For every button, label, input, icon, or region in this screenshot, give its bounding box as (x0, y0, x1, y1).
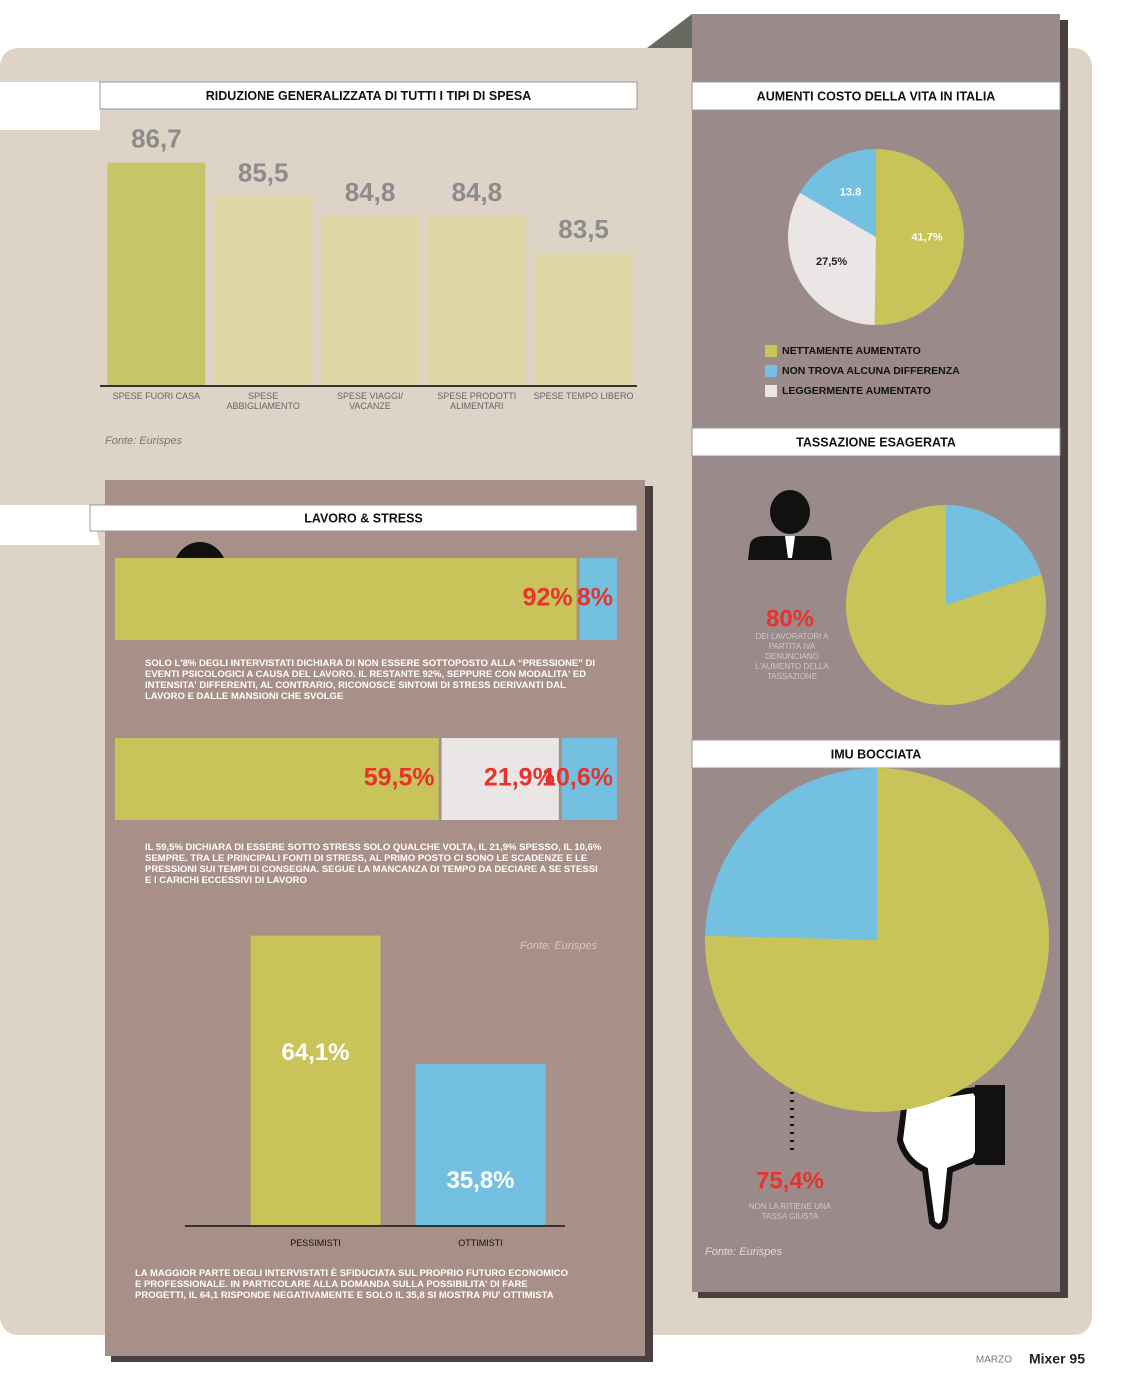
value-label: 13.8 (840, 187, 861, 199)
pie-slice (946, 505, 1042, 605)
legend-label: NON TROVA ALCUNA DIFFERENZA (782, 365, 960, 377)
legend-swatch (765, 365, 777, 377)
bar-segment (115, 558, 577, 640)
value-label: 84,8 (345, 177, 396, 207)
bar-segment (441, 738, 559, 820)
pie-slice (705, 768, 1049, 1113)
bar (415, 1063, 546, 1226)
value-label: 75,4% (756, 1167, 824, 1194)
source: Fonte: Eurispes (520, 940, 598, 952)
chart-title: LAVORO & STRESS (304, 511, 423, 525)
pie-slice (874, 149, 964, 325)
x-tick-label: SPESE PRODOTTI ALIMENTARI (437, 391, 517, 411)
x-tick-label: SPESE FUORI CASA (112, 391, 201, 401)
bar (427, 216, 526, 386)
bar (534, 253, 633, 386)
bar-segment (115, 738, 439, 820)
pie-slice (799, 149, 876, 237)
bar-segment (561, 738, 617, 820)
bar (214, 196, 313, 386)
chart-title: AUMENTI COSTO DELLA VITA IN ITALIA (757, 89, 996, 103)
pie-slice (788, 192, 876, 325)
bar (321, 216, 419, 386)
title-banner (99, 81, 638, 110)
value-label: 21,9% (484, 764, 555, 792)
value-label: 83,5 (558, 214, 609, 244)
value-label: 84,8 (451, 177, 502, 207)
value-label: 27,5% (816, 256, 847, 268)
x-tick-label: OTTIMISTI (458, 1238, 503, 1248)
value-label: 92% (523, 584, 573, 612)
chart-title: TASSAZIONE ESAGERATA (796, 435, 956, 449)
value-label: 80% (766, 605, 814, 632)
chart-title: IMU BOCCIATA (831, 747, 922, 761)
x-tick-label: SPESE TEMPO LIBERO (533, 391, 634, 401)
footer-page: Mixer 95 (1029, 1351, 1085, 1367)
title-banner (89, 504, 638, 532)
title-banner (691, 427, 1061, 457)
note: DEI LAVORATORI A PARTITA IVA DENUNCIANO … (755, 632, 829, 681)
source: Fonte: Eurispes (105, 435, 183, 447)
value-label: 10,6% (542, 764, 613, 792)
left-tab (0, 82, 100, 130)
x-tick-label: SPESE VIAGGI/ VACANZE (336, 391, 404, 411)
value-label: 41,7% (911, 231, 942, 243)
pie-slice (845, 504, 1046, 705)
note: NON LA RITIENE UNA TASSA GIUSTA (748, 1202, 832, 1221)
person-icon (748, 490, 832, 560)
footer-month: MARZO (976, 1355, 1012, 1366)
legend-swatch (765, 345, 777, 357)
x-tick-label: SPESE ABBIGLIAMENTO (226, 391, 300, 411)
chart-title: RIDUZIONE GENERALIZZATA DI TUTTI I TIPI … (206, 89, 531, 103)
pie-slice (705, 768, 877, 940)
value-label: 59,5% (364, 764, 435, 792)
paragraph: IL 59,5% DICHIARA DI ESSERE SOTTO STRESS… (145, 842, 602, 886)
left-tab (0, 505, 100, 545)
x-tick-label: PESSIMISTI (290, 1238, 341, 1248)
paragraph: LA MAGGIOR PARTE DEGLI INTERVISTATI È SF… (135, 1268, 568, 1301)
title-banner (691, 81, 1061, 111)
value-label: 64,1% (281, 1039, 349, 1066)
legend-swatch (765, 385, 777, 397)
value-label: 85,5 (238, 157, 289, 187)
corner-fold (647, 14, 692, 48)
value-label: 86,7 (131, 123, 182, 153)
value-label: 35,8% (446, 1167, 514, 1194)
title-banner (691, 739, 1061, 769)
value-label: 8% (577, 584, 613, 612)
source: Fonte: Eurispes (705, 1246, 783, 1258)
bar (107, 162, 206, 386)
bar-segment (579, 558, 617, 640)
legend-label: NETTAMENTE AUMENTATO (782, 345, 921, 357)
bar (250, 935, 381, 1226)
legend-label: LEGGERMENTE AUMENTATO (782, 385, 931, 397)
paragraph: SOLO L'8% DEGLI INTERVISTATI DICHIARA DI… (145, 658, 596, 702)
thumbs-down-icon (896, 1085, 1005, 1230)
